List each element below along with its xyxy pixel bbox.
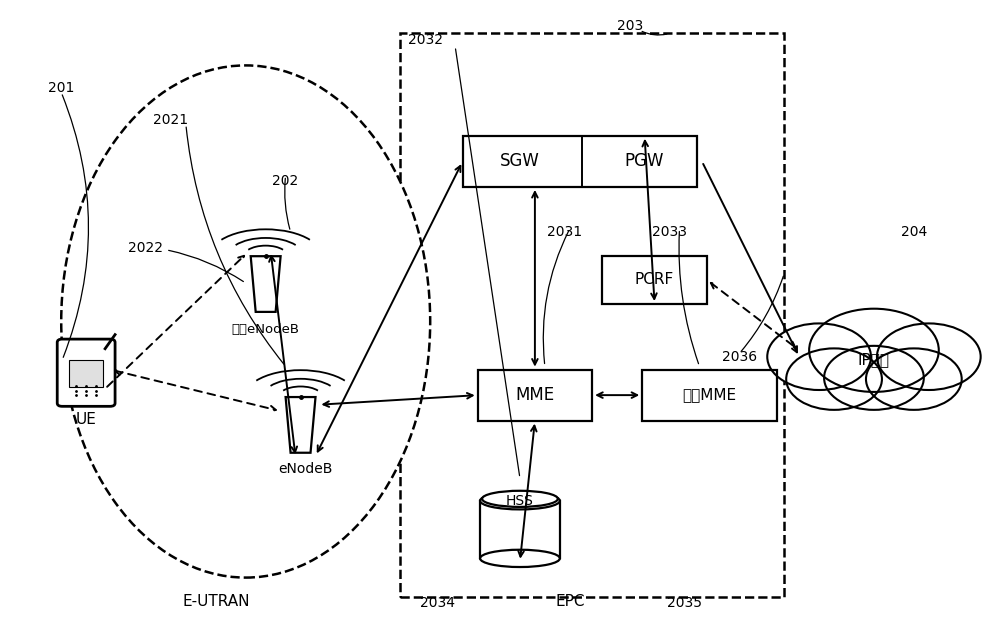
- Bar: [602, 256, 707, 304]
- Circle shape: [767, 323, 871, 390]
- Ellipse shape: [480, 492, 560, 509]
- FancyBboxPatch shape: [57, 339, 115, 406]
- Polygon shape: [251, 256, 281, 312]
- Circle shape: [877, 323, 981, 390]
- Text: HSS: HSS: [506, 494, 534, 508]
- Text: 2033: 2033: [652, 225, 687, 239]
- Polygon shape: [286, 397, 316, 453]
- Text: 204: 204: [901, 225, 927, 239]
- Ellipse shape: [480, 550, 560, 567]
- Text: E-UTRAN: E-UTRAN: [182, 594, 250, 610]
- Text: 203: 203: [617, 19, 643, 33]
- Text: 2035: 2035: [667, 596, 702, 610]
- Text: EPC: EPC: [555, 594, 585, 610]
- Text: PGW: PGW: [625, 152, 664, 170]
- Bar: [463, 136, 697, 187]
- Circle shape: [866, 349, 962, 410]
- Text: UE: UE: [76, 412, 97, 427]
- Bar: [480, 501, 560, 558]
- Text: PCRF: PCRF: [635, 273, 674, 287]
- Bar: [400, 33, 784, 597]
- Text: IP业务: IP业务: [858, 352, 890, 367]
- Text: 其它eNodeB: 其它eNodeB: [232, 323, 300, 336]
- Text: 202: 202: [272, 174, 299, 188]
- Text: 2036: 2036: [722, 350, 757, 364]
- Ellipse shape: [61, 66, 430, 577]
- Text: SGW: SGW: [500, 152, 540, 170]
- Circle shape: [786, 349, 882, 410]
- Text: 2032: 2032: [408, 33, 443, 47]
- Text: 2022: 2022: [128, 241, 163, 255]
- Text: MME: MME: [515, 386, 554, 404]
- Text: 201: 201: [48, 81, 74, 95]
- Text: 2034: 2034: [420, 596, 455, 610]
- Text: 2031: 2031: [547, 225, 582, 239]
- Ellipse shape: [482, 491, 558, 507]
- Bar: [478, 370, 592, 421]
- Bar: [69, 359, 103, 387]
- Bar: [642, 370, 777, 421]
- Text: 其它MME: 其它MME: [682, 388, 736, 403]
- Text: eNodeB: eNodeB: [278, 462, 333, 476]
- Circle shape: [809, 309, 939, 392]
- Circle shape: [824, 346, 924, 410]
- Text: 2021: 2021: [153, 113, 188, 127]
